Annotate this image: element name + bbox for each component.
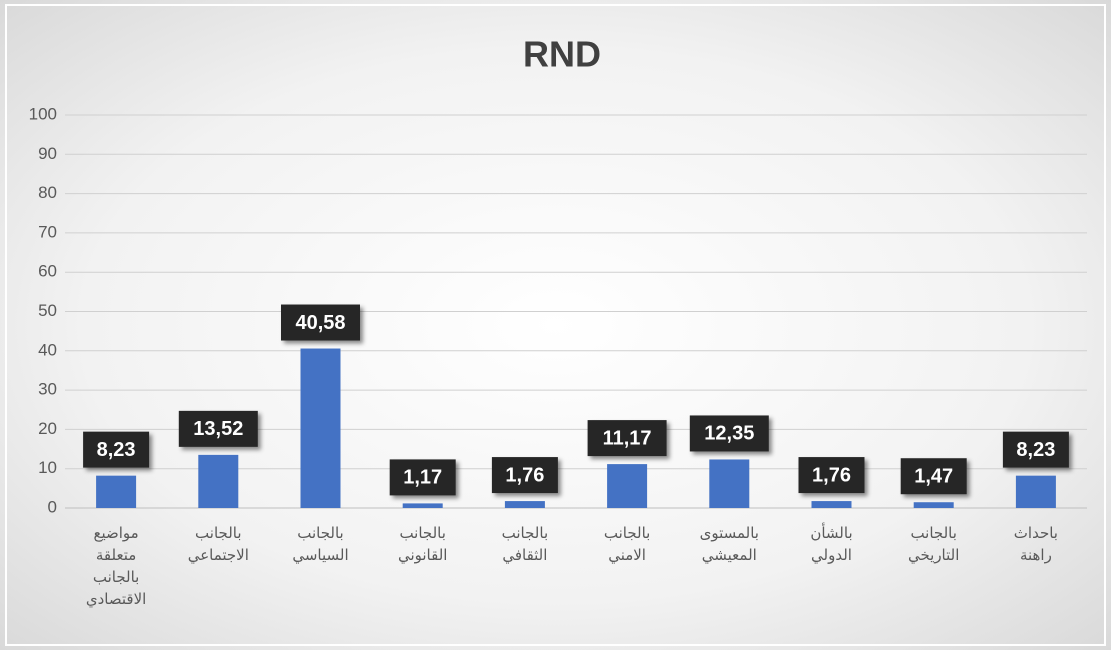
- bar: [811, 501, 852, 508]
- x-tick-label: بالشأن الدولي: [810, 524, 853, 564]
- data-label-box: [587, 420, 667, 457]
- x-tick-label: باحداث راهنة: [1013, 524, 1058, 564]
- data-label: 8,23: [1016, 439, 1055, 461]
- x-tick-label: بالجانب القانوني: [397, 524, 448, 564]
- bar: [96, 475, 137, 508]
- data-label: 11,17: [603, 427, 652, 449]
- chart-title: RND: [523, 34, 601, 75]
- y-tick-label: 80: [38, 183, 57, 202]
- x-tick-label: مواضيع متعلقة بالجانب الاقتصادي: [85, 524, 147, 608]
- data-label: 8,23: [97, 439, 136, 461]
- data-label-box: [689, 415, 769, 452]
- y-tick-label: 50: [38, 301, 57, 320]
- frame: [5, 4, 1106, 646]
- bar: [1015, 475, 1056, 508]
- x-tick-label: بالجانب الاجتماعي: [187, 524, 249, 564]
- y-tick-label: 40: [38, 340, 57, 359]
- data-label-box: [1002, 431, 1069, 468]
- y-tick-label: 30: [38, 380, 57, 399]
- y-tick-label: 0: [48, 497, 57, 516]
- data-label-box: [83, 431, 150, 468]
- data-label: 12,35: [704, 423, 754, 445]
- data-label: 1,17: [403, 467, 442, 489]
- y-tick-label: 10: [38, 458, 57, 477]
- x-tick-label: بالجانب التاريخي: [907, 524, 960, 564]
- y-tick-label: 60: [38, 262, 57, 281]
- data-label-box: [798, 457, 865, 494]
- data-label: 13,52: [193, 418, 243, 440]
- y-tick-label: 20: [38, 419, 57, 438]
- bar: [607, 464, 648, 508]
- x-tick-label: بالجانب السياسي: [292, 524, 349, 564]
- x-tick-label: بالجانب الثقافي: [501, 524, 549, 564]
- bar: [504, 501, 545, 508]
- x-tick-label: بالمستوى المعيشي: [699, 524, 759, 564]
- bar: [198, 454, 239, 508]
- data-label-box: [900, 458, 967, 495]
- x-tick-label: بالجانب الامني: [603, 524, 651, 564]
- bar: [300, 348, 341, 508]
- bar: [709, 459, 750, 508]
- data-label-box: [281, 304, 360, 341]
- bar: [913, 502, 954, 508]
- data-label: 1,47: [914, 466, 953, 488]
- data-label-box: [178, 410, 258, 447]
- data-label-box: [389, 459, 456, 496]
- data-label: 1,76: [812, 464, 851, 486]
- y-tick-label: 70: [38, 222, 57, 241]
- y-tick-label: 90: [38, 144, 57, 163]
- bar: [402, 503, 443, 508]
- data-label: 40,58: [295, 312, 345, 334]
- data-label-box: [491, 457, 558, 494]
- y-tick-label: 100: [29, 104, 57, 123]
- data-label: 1,76: [505, 464, 544, 486]
